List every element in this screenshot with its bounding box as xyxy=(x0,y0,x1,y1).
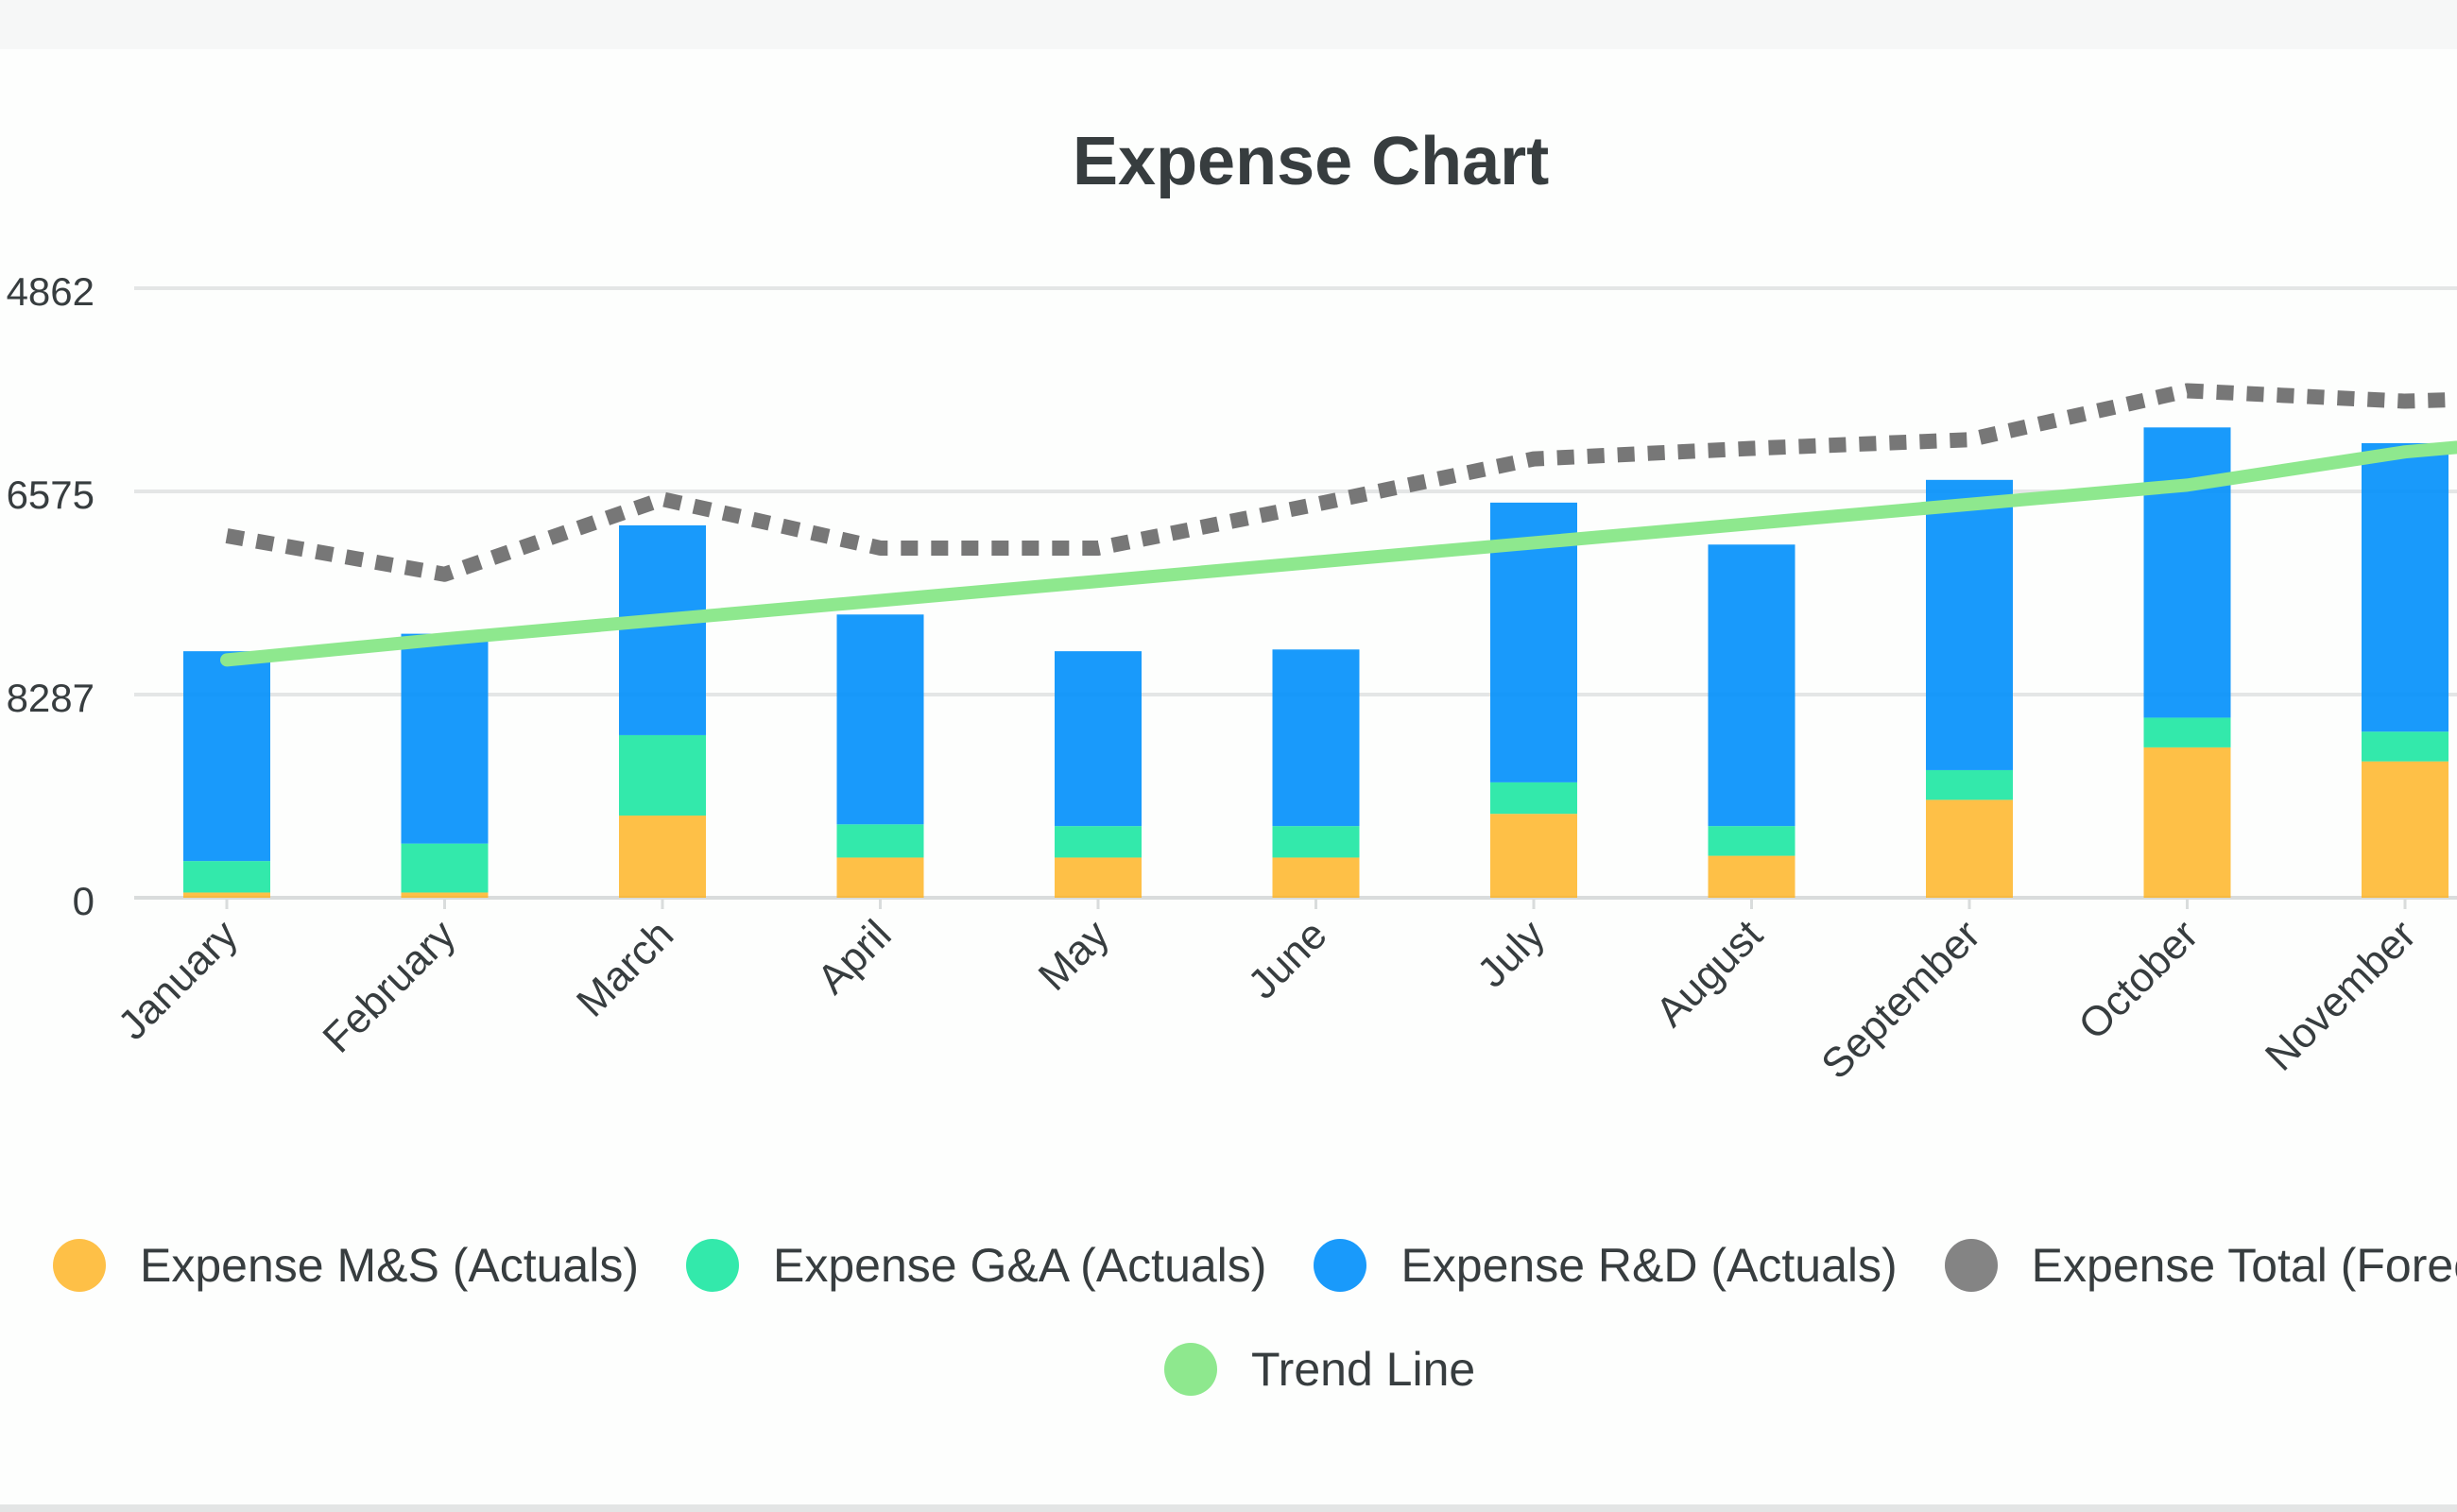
bar-segment xyxy=(401,892,489,898)
bar-segment xyxy=(619,734,706,816)
bar-segment xyxy=(1055,826,1142,858)
bar-segment xyxy=(183,892,270,898)
bar-segment xyxy=(836,824,924,858)
bar-segment xyxy=(183,651,270,862)
bar-segment xyxy=(2362,731,2448,762)
bar-segment xyxy=(619,816,706,898)
x-tick-label: November xyxy=(2257,911,2425,1079)
bar-segment xyxy=(1708,826,1796,856)
x-tick-label: February xyxy=(314,911,464,1061)
legend-item-trend[interactable]: Trend Line xyxy=(1164,1342,1475,1397)
bar-segment xyxy=(1926,799,2013,898)
legend-marker xyxy=(53,1239,106,1292)
x-tick-label: October xyxy=(2070,911,2207,1048)
legend-marker xyxy=(685,1239,739,1292)
legend-label: Expense R&D (Actuals) xyxy=(1400,1239,1898,1292)
x-tick-label: September xyxy=(1813,911,1989,1088)
bar-segment xyxy=(2143,747,2231,898)
y-tick-label: 8287 xyxy=(7,676,94,720)
bar-segment xyxy=(836,614,924,825)
bar-segment xyxy=(1272,857,1360,898)
legend-label: Trend Line xyxy=(1251,1343,1476,1396)
y-tick-label: 0 xyxy=(73,879,94,923)
bar-segment xyxy=(1926,479,2013,770)
bar-segment xyxy=(1490,814,1577,898)
legend-label: Expense Total (Forecast) xyxy=(2031,1239,2457,1292)
bar-segment xyxy=(401,633,489,844)
legend-row: Expense M&S (Actuals) Expense G&A (Actua… xyxy=(53,1238,2457,1293)
forecast-total-line xyxy=(225,383,2457,582)
bar-segment xyxy=(836,857,924,898)
bar-segment xyxy=(1490,782,1577,815)
legend-item-total[interactable]: Expense Total (Forecast) xyxy=(1944,1238,2457,1293)
y-tick-label: 4862 xyxy=(7,269,94,314)
legend-item-rd[interactable]: Expense R&D (Actuals) xyxy=(1314,1238,1898,1293)
x-tick-label: May xyxy=(1030,911,1118,999)
legend-item-ga[interactable]: Expense G&A (Actuals) xyxy=(685,1238,1267,1293)
bar-segment xyxy=(1272,826,1360,858)
bar-segment xyxy=(1055,857,1142,898)
bar-segment xyxy=(2362,761,2448,898)
bar-segment xyxy=(1708,544,1796,827)
bar-segment xyxy=(1272,649,1360,827)
legend-label: Expense G&A (Actuals) xyxy=(772,1239,1267,1292)
trend-line xyxy=(220,440,2457,667)
x-tick-label: January xyxy=(110,911,247,1048)
legend-row: Trend Line xyxy=(1164,1342,1522,1397)
x-tick-label: March xyxy=(568,911,682,1025)
x-tick-label: June xyxy=(1239,911,1335,1007)
legend-marker xyxy=(1314,1239,1367,1292)
bar-segment xyxy=(619,524,706,735)
legend-marker xyxy=(1164,1343,1217,1396)
x-tick-label: July xyxy=(1469,911,1554,996)
bar-segment xyxy=(1926,769,2013,800)
legend-item-ms[interactable]: Expense M&S (Actuals) xyxy=(53,1238,639,1293)
bar-segment xyxy=(1055,651,1142,827)
y-tick-label: 6575 xyxy=(7,472,94,517)
x-tick-label: April xyxy=(809,911,901,1003)
legend-marker xyxy=(1944,1239,1998,1292)
bar-segment xyxy=(183,861,270,893)
bar-segment xyxy=(2362,442,2448,732)
legend-label: Expense M&S (Actuals) xyxy=(140,1239,639,1292)
bar-segment xyxy=(401,843,489,893)
chart-title: Expense Chart xyxy=(1073,124,1550,199)
bar-segment xyxy=(2143,717,2231,747)
x-tick-label: August xyxy=(1647,911,1772,1036)
bar-segment xyxy=(1708,855,1796,898)
bar-segment xyxy=(2143,427,2231,718)
